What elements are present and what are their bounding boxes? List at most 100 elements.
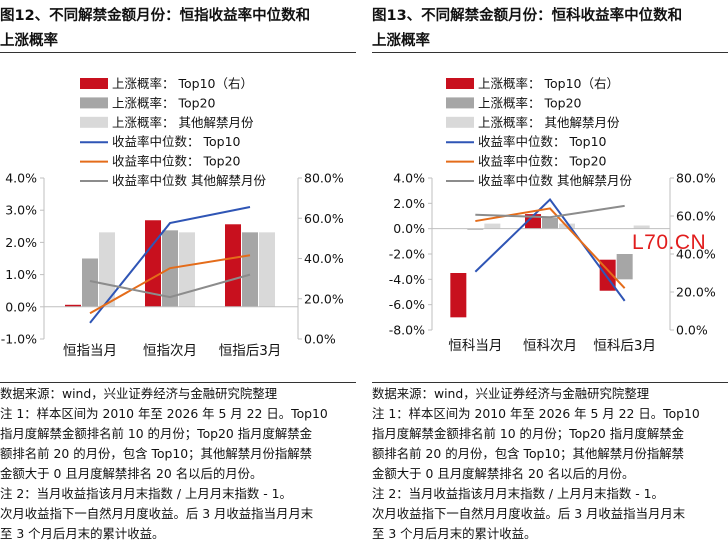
- line-top20: [475, 207, 626, 289]
- note-1-line4: 金额大于 0 且月度解禁排名 20 名以后的月份。: [372, 466, 635, 481]
- legend-label: 收益率中位数： Top20: [112, 154, 241, 169]
- bar-top20: [542, 217, 558, 229]
- line-other: [475, 204, 625, 219]
- y-right-tick-label: 80.0%: [676, 171, 716, 186]
- y-left-tick-label: -8.0%: [389, 323, 425, 338]
- chart-12: 上涨概率： Top10（右） 上涨概率： Top20 上涨概率： 其他解禁月份收益率…: [1, 76, 344, 359]
- watermark-text: L70.CN: [632, 231, 707, 254]
- note-1-line2: 指月度解禁金额排名前 10 的月份；Top20 指月度解禁金: [372, 426, 685, 441]
- figure-title: 图12、不同解禁金额月份：恒指收益率中位数和 上涨概率: [0, 4, 356, 54]
- x-category-label: 恒指次月: [143, 343, 197, 359]
- bar-top10: [450, 273, 467, 318]
- note-2-line3: 至 3 个月后月末的累计收益。: [372, 526, 537, 541]
- note-2-line2: 次月收益指下一自然月月度收益。后 3 月收益指当月月末: [372, 506, 686, 521]
- bar-top20: [616, 254, 633, 280]
- chart-13: 上涨概率： Top10（右） 上涨概率： Top20 上涨概率： 其他解禁月份收益率…: [389, 76, 716, 354]
- note-2-line1: 注 2：当月收益指该月月末指数 / 上月月末指数 - 1。: [0, 486, 292, 501]
- y-right-tick-label: 0.0%: [676, 323, 708, 338]
- bar-top10: [225, 224, 241, 307]
- y-left-tick-label: 3.0%: [5, 203, 37, 218]
- y-left-tick-label: 2.0%: [5, 235, 37, 250]
- y-left-tick-label: 4.0%: [393, 171, 425, 186]
- y-left-tick-label: -1.0%: [1, 332, 37, 347]
- note-1-line1: 注 1：样本区间为 2010 年至 2026 年 5 月 22 日。Top10: [372, 406, 700, 421]
- figure-title-line1: 图13、不同解禁金额月份：恒科收益率中位数和: [372, 8, 683, 24]
- x-category-label: 恒指后3月: [219, 343, 282, 359]
- line-top10: [474, 198, 626, 302]
- bar-other: [99, 232, 115, 307]
- bar-top20: [242, 232, 258, 307]
- y-left-tick-label: 2.0%: [393, 196, 425, 211]
- legend-label: 收益率中位数： Top20: [478, 154, 607, 169]
- legend-label: 上涨概率： Top10（右）: [478, 76, 619, 91]
- y-left-tick-label: 4.0%: [5, 171, 37, 186]
- y-right-tick-label: 0.0%: [304, 332, 336, 347]
- y-right-tick-label: 60.0%: [304, 211, 344, 226]
- title-divider: [372, 52, 728, 53]
- note-source: 数据来源：wind，兴业证券经济与金融研究院整理: [372, 386, 650, 401]
- line-top20: [89, 254, 251, 315]
- y-right-tick-label: 40.0%: [304, 251, 344, 266]
- legend-label: 上涨概率： 其他解禁月份: [112, 115, 254, 130]
- bar-other: [179, 232, 195, 307]
- note-2-line2: 次月收益指下一自然月月度收益。后 3 月收益指当月月末: [0, 506, 314, 521]
- legend-swatch: [80, 78, 108, 89]
- note-2-line3: 至 3 个月后月末的累计收益。: [0, 526, 165, 541]
- figure-title-line2: 上涨概率: [0, 33, 58, 49]
- note-1-line2: 指月度解禁金额排名前 10 的月份；Top20 指月度解禁金: [0, 426, 313, 441]
- note-source: 数据来源：wind，兴业证券经济与金融研究院整理: [0, 386, 278, 401]
- figure-13-panel: 图13、不同解禁金额月份：恒科收益率中位数和 上涨概率 上涨概率： Top10（…: [372, 0, 728, 551]
- figure-notes: 数据来源：wind，兴业证券经济与金融研究院整理 注 1：样本区间为 2010 …: [0, 384, 356, 544]
- y-left-tick-label: 0.0%: [393, 221, 425, 236]
- y-right-tick-label: 80.0%: [304, 171, 344, 186]
- legend-swatch: [446, 116, 474, 128]
- y-left-tick-label: 0.0%: [5, 299, 37, 314]
- y-left-tick-label: -4.0%: [389, 272, 425, 287]
- y-right-tick-label: 20.0%: [304, 291, 344, 306]
- note-1-line1: 注 1：样本区间为 2010 年至 2026 年 5 月 22 日。Top10: [0, 406, 328, 421]
- source-divider: [372, 382, 728, 383]
- note-2-line1: 注 2：当月收益指该月月末指数 / 上月月末指数 - 1。: [372, 486, 664, 501]
- y-left-tick-label: 1.0%: [5, 267, 37, 282]
- x-category-label: 恒科后3月: [593, 338, 656, 354]
- legend-swatch: [80, 116, 108, 128]
- bar-other: [633, 225, 650, 229]
- legend-label: 收益率中位数： Top10: [112, 134, 241, 149]
- line-top10: [89, 205, 251, 324]
- y-right-tick-label: 20.0%: [676, 285, 716, 300]
- legend-swatch: [80, 97, 108, 109]
- figure-title-line1: 图12、不同解禁金额月份：恒指收益率中位数和: [0, 8, 311, 24]
- figure-title: 图13、不同解禁金额月份：恒科收益率中位数和 上涨概率: [372, 4, 728, 54]
- y-right-tick-label: 60.0%: [676, 209, 716, 224]
- legend-label: 收益率中位数： Top10: [478, 134, 607, 149]
- legend-label: 上涨概率： 其他解禁月份: [478, 115, 620, 130]
- bar-top10: [65, 304, 81, 307]
- x-category-label: 恒科次月: [523, 338, 577, 354]
- y-left-tick-label: -2.0%: [389, 247, 425, 262]
- figure-12-panel: 图12、不同解禁金额月份：恒指收益率中位数和 上涨概率 上涨概率： Top10（…: [0, 0, 356, 551]
- legend-swatch: [446, 78, 474, 89]
- bar-top20: [467, 229, 484, 230]
- legend-label: 上涨概率： Top20: [112, 95, 216, 110]
- bar-top10: [145, 220, 161, 307]
- legend-label: 上涨概率： Top10（右）: [112, 76, 253, 91]
- title-divider: [0, 52, 356, 53]
- y-right-tick-label: 40.0%: [676, 247, 716, 262]
- bar-other: [484, 223, 501, 229]
- note-1-line4: 金额大于 0 且月度解禁排名 20 名以后的月份。: [0, 466, 263, 481]
- legend-label: 上涨概率： Top20: [478, 95, 582, 110]
- note-1-line3: 额排名前 20 的月份，包含 Top10；其他解禁月份指解禁: [0, 446, 313, 461]
- figure-notes: 数据来源：wind，兴业证券经济与金融研究院整理 注 1：样本区间为 2010 …: [372, 384, 728, 544]
- x-category-label: 恒科当月: [448, 338, 502, 354]
- bar-top20: [82, 258, 98, 307]
- y-left-tick-label: -6.0%: [389, 297, 425, 312]
- legend-swatch: [446, 97, 474, 109]
- source-divider: [0, 382, 356, 383]
- line-other: [89, 273, 251, 299]
- note-1-line3: 额排名前 20 的月份，包含 Top10；其他解禁月份指解禁: [372, 446, 685, 461]
- figure-title-line2: 上涨概率: [372, 33, 430, 49]
- x-category-label: 恒指当月: [63, 343, 117, 359]
- legend-label: 收益率中位数 其他解禁月份: [478, 173, 632, 188]
- bar-other: [259, 232, 275, 307]
- legend-label: 收益率中位数 其他解禁月份: [112, 173, 266, 188]
